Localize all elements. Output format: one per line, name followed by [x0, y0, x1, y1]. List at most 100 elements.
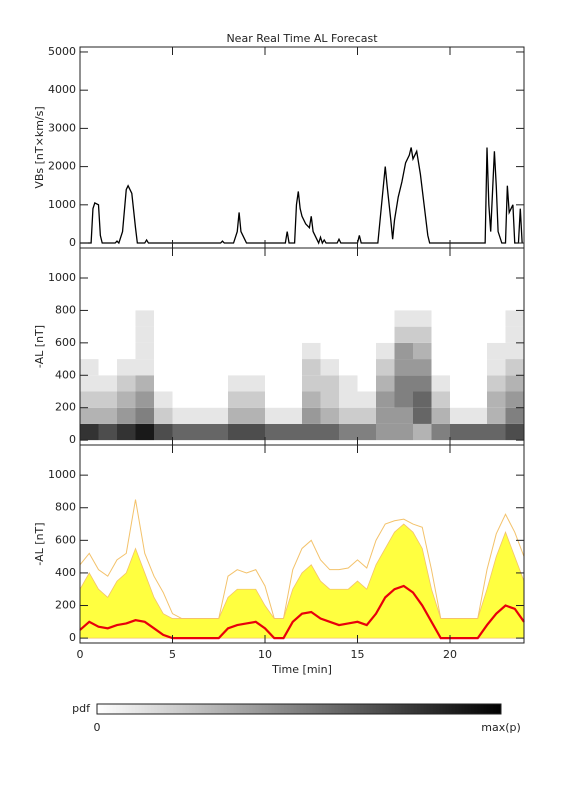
pdf-cell — [80, 407, 99, 424]
pdf-cell — [98, 423, 117, 441]
pdf-cell — [450, 310, 469, 327]
y-axis-label: -AL [nT] — [33, 522, 46, 565]
pdf-cell — [394, 391, 413, 408]
pdf-cell — [172, 359, 191, 376]
pdf-cell — [265, 423, 284, 441]
pdf-cell — [283, 391, 302, 408]
y-tick-label: 4000 — [48, 83, 76, 96]
plot-frame — [79, 444, 525, 644]
pdf-cell — [431, 407, 450, 424]
pdf-cell — [431, 375, 450, 392]
pdf-cell — [487, 423, 506, 441]
pdf-cell — [246, 375, 265, 392]
pdf-cell — [209, 375, 228, 392]
pdf-cell — [283, 310, 302, 327]
pdf-cell — [209, 342, 228, 360]
pdf-cell — [246, 310, 265, 327]
pdf-cell — [135, 359, 154, 376]
pdf-cell — [394, 423, 413, 441]
pdf-cell — [357, 326, 376, 343]
pdf-cell — [468, 326, 487, 343]
pdf-cell — [98, 375, 117, 392]
pdf-cell — [246, 423, 265, 441]
pdf-cell — [228, 342, 247, 360]
pdf-cell — [154, 359, 173, 376]
pdf-cell — [394, 342, 413, 360]
pdf-cell — [191, 326, 210, 343]
pdf-cell — [320, 342, 339, 360]
pdf-cell — [302, 423, 321, 441]
pdf-cell — [413, 326, 432, 343]
pdf-cell — [209, 359, 228, 376]
pdf-cell — [468, 359, 487, 376]
pdf-cell — [228, 407, 247, 424]
pdf-cell — [487, 375, 506, 392]
pdf-cell — [172, 326, 191, 343]
pdf-cell — [265, 326, 284, 343]
pdf-cell — [339, 423, 358, 441]
pdf-cell — [487, 326, 506, 343]
plot-frame — [79, 46, 525, 249]
pdf-cell — [98, 391, 117, 408]
pdf-cell — [302, 407, 321, 424]
pdf-cell — [117, 359, 136, 376]
pdf-cell — [117, 407, 136, 424]
pdf-cell — [413, 423, 432, 441]
pdf-cell — [98, 407, 117, 424]
pdf-cell — [154, 326, 173, 343]
y-axis-label: -AL [nT] — [33, 325, 46, 368]
pdf-cell — [376, 407, 395, 424]
pdf-cell — [468, 423, 487, 441]
pdf-cell — [117, 326, 136, 343]
pdf-cell — [302, 359, 321, 376]
pdf-cell — [394, 407, 413, 424]
pdf-cell — [413, 342, 432, 360]
pdf-cell — [320, 407, 339, 424]
pdf-cell — [135, 310, 154, 327]
pdf-cell — [357, 342, 376, 360]
y-tick-label: 600 — [55, 533, 76, 546]
pdf-cell — [339, 342, 358, 360]
pdf-cell — [283, 375, 302, 392]
pdf-cell — [487, 391, 506, 408]
pdf-cell — [265, 342, 284, 360]
pdf-cell — [394, 375, 413, 392]
pdf-cell — [135, 342, 154, 360]
pdf-cell — [265, 375, 284, 392]
pdf-cell — [505, 326, 524, 343]
pdf-cell — [154, 375, 173, 392]
pdf-cell — [98, 342, 117, 360]
y-axis-label: VBs [nT×km/s] — [33, 106, 46, 188]
pdf-cell — [357, 391, 376, 408]
y-tick-label: 200 — [55, 599, 76, 612]
pdf-cell — [80, 342, 99, 360]
pdf-cell — [191, 423, 210, 441]
pdf-cell — [228, 326, 247, 343]
pdf-cell — [154, 391, 173, 408]
pdf-cell — [246, 359, 265, 376]
x-tick-label: 5 — [169, 648, 176, 661]
pdf-cell — [172, 375, 191, 392]
pdf-cell — [357, 407, 376, 424]
y-tick-label: 400 — [55, 566, 76, 579]
pdf-cell — [154, 342, 173, 360]
pdf-cell — [394, 359, 413, 376]
pdf-cell — [98, 359, 117, 376]
pdf-cell — [505, 391, 524, 408]
pdf-cell — [283, 342, 302, 360]
pdf-cell — [413, 359, 432, 376]
pdf-cell — [209, 310, 228, 327]
pdf-cell — [487, 342, 506, 360]
pdf-cell — [117, 391, 136, 408]
pdf-cell — [505, 359, 524, 376]
x-tick-label: 10 — [258, 648, 272, 661]
pdf-cell — [283, 423, 302, 441]
pdf-cell — [339, 310, 358, 327]
pdf-cell — [413, 391, 432, 408]
pdf-cell — [80, 391, 99, 408]
chart-title: Near Real Time AL Forecast — [226, 32, 378, 45]
pdf-cell — [487, 310, 506, 327]
pdf-cell — [376, 359, 395, 376]
pdf-cell — [135, 326, 154, 343]
x-tick-label: 0 — [77, 648, 84, 661]
